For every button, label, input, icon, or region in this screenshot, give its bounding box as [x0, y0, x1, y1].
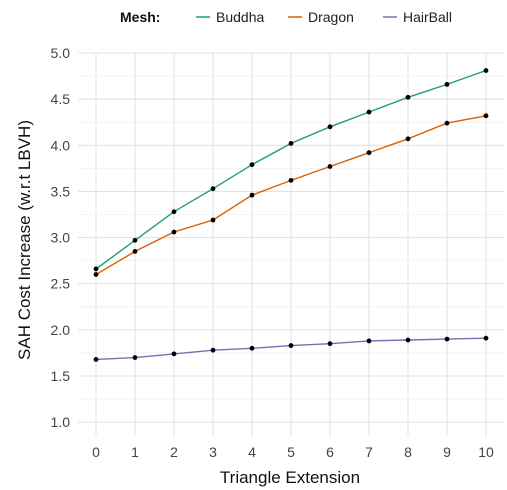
data-point-hairball	[366, 338, 372, 344]
legend-item-hairball: HairBall	[383, 9, 452, 25]
legend-title: Mesh:	[120, 9, 160, 25]
data-point-hairball	[405, 337, 411, 343]
x-axis-ticks: 0 1 2 3 4 5 6 7 8 9 10	[92, 444, 494, 460]
x-tick-label: 7	[365, 444, 373, 460]
x-tick-label: 1	[131, 444, 139, 460]
legend-item-buddha: Buddha	[196, 9, 264, 25]
data-point-buddha	[171, 209, 177, 215]
data-point-buddha	[444, 81, 450, 87]
legend-label: Dragon	[308, 9, 354, 25]
x-tick-label: 5	[287, 444, 295, 460]
data-point-hairball	[93, 357, 99, 362]
data-point-dragon	[210, 217, 216, 223]
y-axis-ticks: 1.0 1.5 2.0 2.5 3.0 3.5 4.0 4.5 5.0	[51, 45, 71, 430]
x-tick-label: 6	[326, 444, 334, 460]
legend-label: Buddha	[216, 9, 264, 25]
data-point-buddha	[483, 68, 489, 73]
data-point-hairball	[132, 355, 138, 360]
data-point-buddha	[132, 237, 138, 243]
y-tick-label: 3.5	[51, 183, 71, 199]
data-point-dragon	[405, 136, 411, 142]
data-point-hairball	[483, 335, 489, 341]
data-point-buddha	[288, 141, 294, 146]
x-tick-label: 0	[92, 444, 100, 460]
data-point-hairball	[210, 347, 216, 353]
y-tick-label: 3.0	[51, 230, 71, 246]
y-tick-label: 2.0	[51, 322, 71, 338]
x-axis-title: Triangle Extension	[220, 468, 360, 487]
x-tick-label: 3	[209, 444, 217, 460]
data-point-dragon	[366, 150, 372, 156]
data-point-dragon	[327, 164, 333, 169]
x-tick-label: 9	[443, 444, 451, 460]
data-point-hairball	[288, 343, 294, 348]
grid	[78, 52, 504, 436]
data-point-dragon	[171, 229, 177, 235]
y-tick-label: 4.5	[51, 91, 71, 107]
data-point-hairball	[327, 341, 333, 347]
data-point-buddha	[93, 266, 99, 272]
data-point-hairball	[171, 351, 177, 357]
data-point-hairball	[249, 345, 255, 351]
series-points	[93, 68, 489, 362]
data-point-dragon	[444, 120, 450, 126]
y-tick-label: 4.0	[51, 137, 71, 153]
data-point-dragon	[249, 192, 255, 198]
legend-label: HairBall	[403, 9, 452, 25]
data-point-dragon	[483, 113, 489, 119]
y-tick-label: 1.0	[51, 414, 71, 430]
data-point-buddha	[210, 186, 216, 192]
legend: Mesh: Buddha Dragon HairBall	[120, 9, 452, 25]
data-point-dragon	[93, 272, 99, 277]
y-tick-label: 1.5	[51, 368, 71, 384]
data-point-buddha	[405, 94, 411, 100]
legend-item-dragon: Dragon	[288, 9, 354, 25]
x-tick-label: 8	[404, 444, 412, 460]
y-tick-label: 5.0	[51, 45, 71, 61]
data-point-buddha	[327, 124, 333, 130]
x-tick-label: 4	[248, 444, 256, 460]
data-point-buddha	[366, 109, 372, 115]
y-axis-title: SAH Cost Increase (w.r.t LBVH)	[15, 120, 34, 360]
data-point-dragon	[288, 177, 294, 183]
y-tick-label: 2.5	[51, 276, 71, 292]
data-point-buddha	[249, 162, 255, 168]
x-tick-label: 2	[170, 444, 178, 460]
data-point-dragon	[132, 249, 138, 254]
data-point-hairball	[444, 336, 450, 342]
x-tick-label: 10	[478, 444, 494, 460]
